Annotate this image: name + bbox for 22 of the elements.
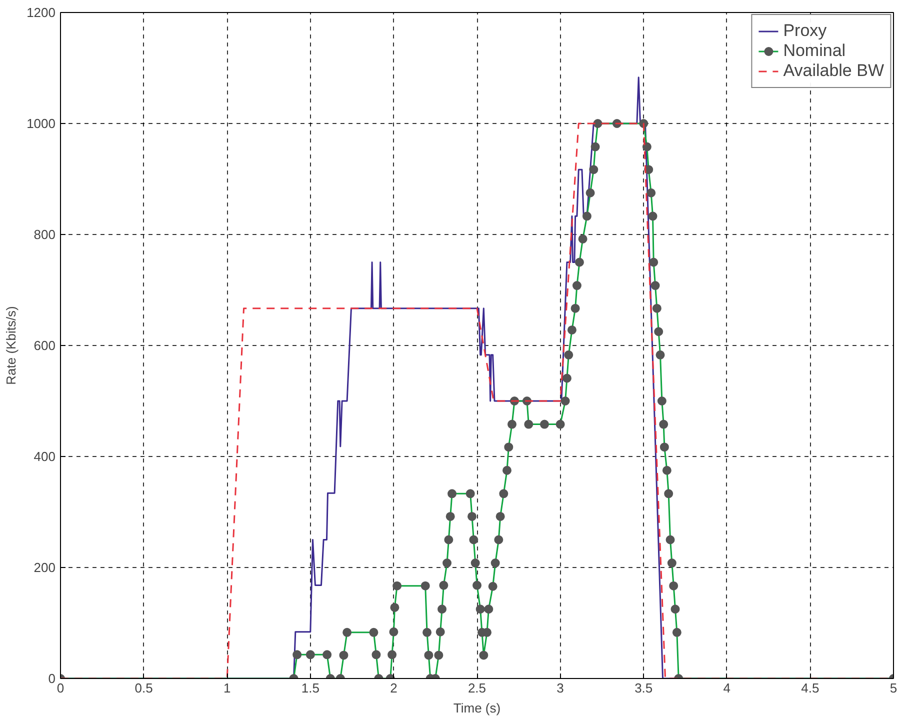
x-tick-label: 3 (556, 680, 564, 696)
y-tick-label: 600 (34, 338, 56, 353)
x-tick-label: 2.5 (468, 680, 486, 696)
legend-label: Available BW (783, 61, 884, 81)
x-tick-label: 1.5 (301, 680, 320, 696)
legend-label: Nominal (783, 41, 846, 61)
x-axis-title: Time (s) (453, 700, 501, 716)
y-tick-label: 400 (34, 449, 56, 464)
y-axis-title: Rate (Kbits/s) (4, 306, 19, 385)
y-tick-label: 200 (34, 560, 56, 575)
x-tick-label: 4.5 (801, 680, 820, 696)
y-tick-label: 0 (48, 671, 56, 686)
legend-label: Proxy (783, 21, 827, 41)
x-tick-label: 4 (723, 680, 731, 696)
x-tick-label: 2 (390, 680, 398, 696)
y-tick-label: 1000 (26, 116, 56, 131)
x-tick-label: 3.5 (634, 680, 653, 696)
x-tick-label: 0.5 (134, 680, 153, 696)
x-tick-label: 5 (890, 680, 898, 696)
y-tick-label: 1200 (26, 5, 56, 20)
y-tick-label: 800 (34, 227, 56, 242)
x-tick-label: 1 (223, 680, 231, 696)
